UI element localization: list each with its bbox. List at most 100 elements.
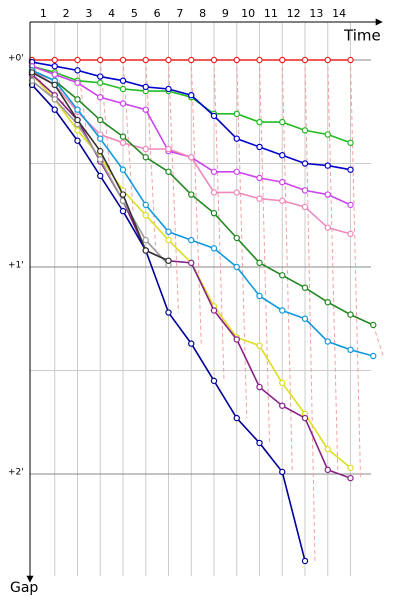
point [210,209,218,217]
x-tick-label: 13 [309,7,323,20]
x-tick-label: 7 [176,7,183,20]
x-tick-label: 1 [40,7,47,20]
point [210,56,218,64]
point [324,162,331,169]
x-tick-label: 8 [199,7,206,20]
y-tick-label: +0' [8,54,24,64]
point [279,152,286,159]
point [347,139,354,146]
point [301,284,309,291]
point [256,292,263,300]
point [119,207,127,215]
point [301,203,309,211]
point [165,228,172,236]
x-tick-label: 10 [241,7,255,20]
point [165,236,172,244]
y-tick-label: +1' [8,261,24,271]
point [210,245,218,252]
point [279,402,286,409]
point [97,116,104,124]
lap-line [304,59,316,561]
point [347,464,354,471]
point [119,133,127,140]
x-tick-label: 9 [222,7,229,20]
lap-line [190,59,202,344]
point [142,83,149,91]
x-axis-label: Time [343,27,381,45]
lap-line [236,59,248,419]
lap-line [168,59,179,313]
point [97,94,104,101]
point [142,56,149,64]
point [142,154,149,161]
point [119,191,127,198]
point [119,100,127,107]
point [119,139,127,146]
point [142,212,149,219]
point [165,56,172,64]
point [256,342,263,349]
x-tick-label: 14 [332,7,346,20]
point [370,321,377,329]
point [74,96,81,103]
point [74,79,81,86]
point [347,56,354,64]
point [74,116,81,124]
lap-line [350,59,361,479]
series-line [31,69,374,326]
point [74,137,81,144]
point [301,56,309,64]
point [142,106,149,113]
point [210,189,218,196]
point [28,77,36,84]
point [301,127,309,134]
point [256,118,263,126]
lap-line [327,59,339,470]
point [51,71,58,78]
point [165,257,172,264]
point [97,147,104,155]
point [165,309,172,316]
point [301,315,309,322]
point [256,439,263,447]
point [324,466,331,474]
point [256,259,263,267]
point [233,263,240,271]
point [233,110,240,118]
point [51,106,58,113]
point [324,338,331,345]
point [324,191,331,198]
series-line [31,69,374,357]
x-tick-label: 3 [85,7,92,20]
x-tick-label: 6 [154,7,161,20]
point [188,91,195,99]
point [279,56,286,64]
point [279,379,286,387]
point [301,187,309,194]
point [97,156,104,163]
point [97,73,104,80]
point [256,56,263,64]
point [188,191,195,198]
point [142,247,149,254]
grid [30,22,371,576]
point [188,56,195,64]
point [256,195,263,202]
point [370,352,377,360]
point [97,56,104,64]
point [233,135,240,142]
lap-line [372,324,384,357]
plot [28,56,377,565]
point [210,112,218,120]
point [347,311,354,318]
point [188,259,195,267]
point [347,230,354,238]
lap-line [122,59,134,212]
point [324,298,331,306]
point [97,135,104,142]
point [210,377,218,385]
x-tick-label: 4 [108,7,115,20]
point [233,234,240,242]
point [233,189,240,196]
